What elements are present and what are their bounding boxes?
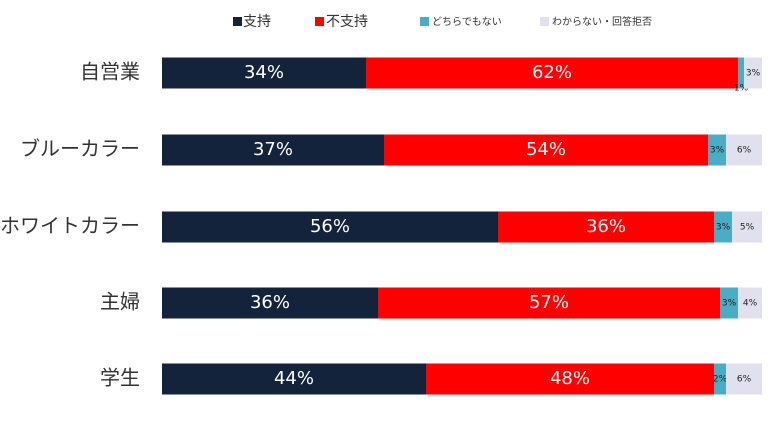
value-label: 62% — [532, 62, 572, 83]
bar-segment — [738, 57, 744, 89]
value-label: 37% — [253, 139, 293, 160]
legend-label: 不支持 — [326, 14, 368, 30]
legend-label: どちらでもない — [432, 16, 502, 28]
value-label: 44% — [274, 368, 314, 389]
bar-segment — [714, 211, 732, 243]
value-label: 2% — [713, 375, 728, 385]
category-label: ブルーカラー — [20, 137, 140, 161]
bar-segment — [732, 211, 762, 243]
bar-segment — [726, 134, 762, 166]
bar-segment — [378, 287, 720, 319]
value-label: 36% — [586, 216, 626, 237]
bar-segment — [720, 287, 738, 319]
legend-swatch — [233, 17, 242, 26]
bar-segment — [162, 57, 366, 89]
bar-segment — [426, 363, 714, 395]
value-label: 54% — [526, 139, 566, 160]
category-label: 学生 — [100, 366, 140, 390]
value-label: 6% — [737, 375, 752, 385]
value-label: 3% — [746, 69, 761, 79]
value-label: 56% — [310, 216, 350, 237]
value-label: 1% — [734, 84, 749, 94]
legend-label: 支持 — [243, 14, 271, 30]
bar-segment — [162, 134, 384, 166]
legend-label: わからない・回答拒否 — [552, 15, 652, 28]
bar-segment — [162, 287, 378, 319]
legend-swatch — [315, 17, 324, 26]
value-label: 4% — [743, 299, 758, 309]
bar-segment — [384, 134, 708, 166]
category-label: 自営業 — [80, 60, 140, 84]
bar-segment — [162, 211, 498, 243]
value-label: 3% — [710, 146, 725, 156]
bar-segment — [714, 363, 726, 395]
bar-segment — [162, 363, 426, 395]
bar-segment — [744, 57, 762, 89]
bar-segment — [708, 134, 726, 166]
bar-segment — [726, 363, 762, 395]
value-label: 48% — [550, 368, 590, 389]
value-label: 3% — [716, 223, 731, 233]
value-label: 5% — [740, 223, 755, 233]
legend-swatch — [420, 17, 429, 26]
value-label: 36% — [250, 292, 290, 313]
value-label: 34% — [244, 62, 284, 83]
category-label: 主婦 — [100, 290, 140, 314]
bar-segment — [498, 211, 714, 243]
value-label: 57% — [529, 292, 569, 313]
value-label: 3% — [722, 299, 737, 309]
category-label: ホワイトカラー — [0, 214, 140, 238]
legend-swatch — [540, 17, 549, 26]
value-label: 6% — [737, 146, 752, 156]
bar-segment — [738, 287, 762, 319]
bar-segment — [366, 57, 738, 89]
